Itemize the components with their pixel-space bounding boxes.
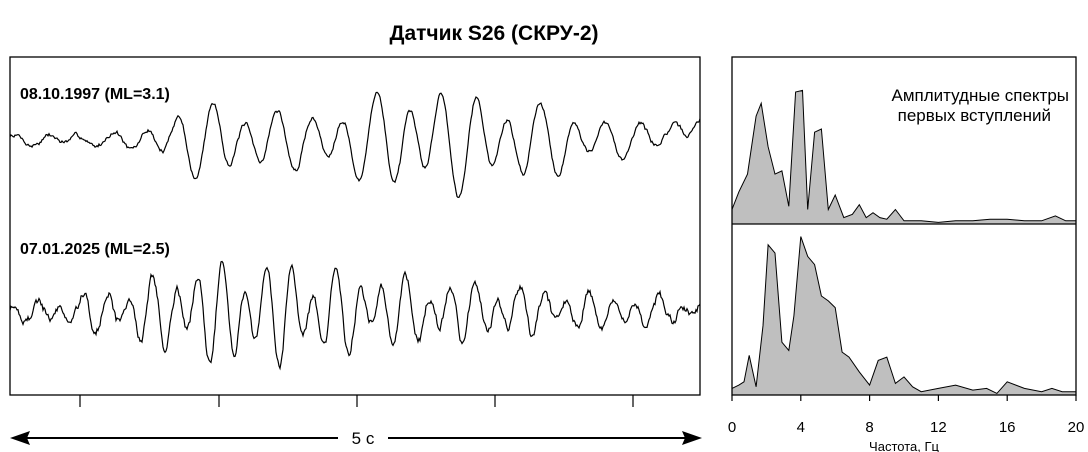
waveform-frame	[9, 56, 701, 396]
time-span-label: 5 с	[352, 429, 375, 448]
spectrum-area-1997	[731, 89, 1077, 225]
arrow-head-right	[682, 431, 702, 445]
trace-label-1997: 08.10.1997 (ML=3.1)	[20, 86, 170, 103]
frequency-tick-label-4: 4	[797, 419, 805, 436]
spectra-annotation-line1: Амплитудные спектры	[891, 86, 1069, 105]
spectra-frame	[731, 56, 1077, 396]
frequency-tick-label-0: 0	[728, 419, 736, 436]
waveform-panel: 08.10.1997 (ML=3.1) 07.01.2025 (ML=2.5)	[9, 56, 701, 407]
frequency-tick-label-12: 12	[930, 419, 947, 436]
frequency-axis-ticks: 0 4 8 12 16 20	[728, 395, 1085, 436]
waveform-trace-2025	[9, 260, 701, 371]
frequency-tick-label-8: 8	[865, 419, 873, 436]
waveform-trace-1997	[9, 91, 701, 199]
spectra-annotation-line2: первых вступлений	[898, 106, 1051, 125]
spectra-panel: Амплитудные спектры первых вступлений 0 4…	[728, 56, 1085, 452]
frequency-tick-label-20: 20	[1068, 419, 1085, 436]
time-span-arrow: 5 с	[10, 429, 702, 448]
frequency-tick-label-16: 16	[999, 419, 1016, 436]
spectrum-area-2025	[731, 236, 1077, 396]
frequency-axis-label: Частота, Гц	[869, 439, 939, 452]
arrow-head-left	[10, 431, 30, 445]
figure-title: Датчик S26 (СКРУ-2)	[389, 22, 598, 45]
waveform-time-ticks	[79, 395, 634, 407]
trace-label-2025: 07.01.2025 (ML=2.5)	[20, 241, 170, 258]
